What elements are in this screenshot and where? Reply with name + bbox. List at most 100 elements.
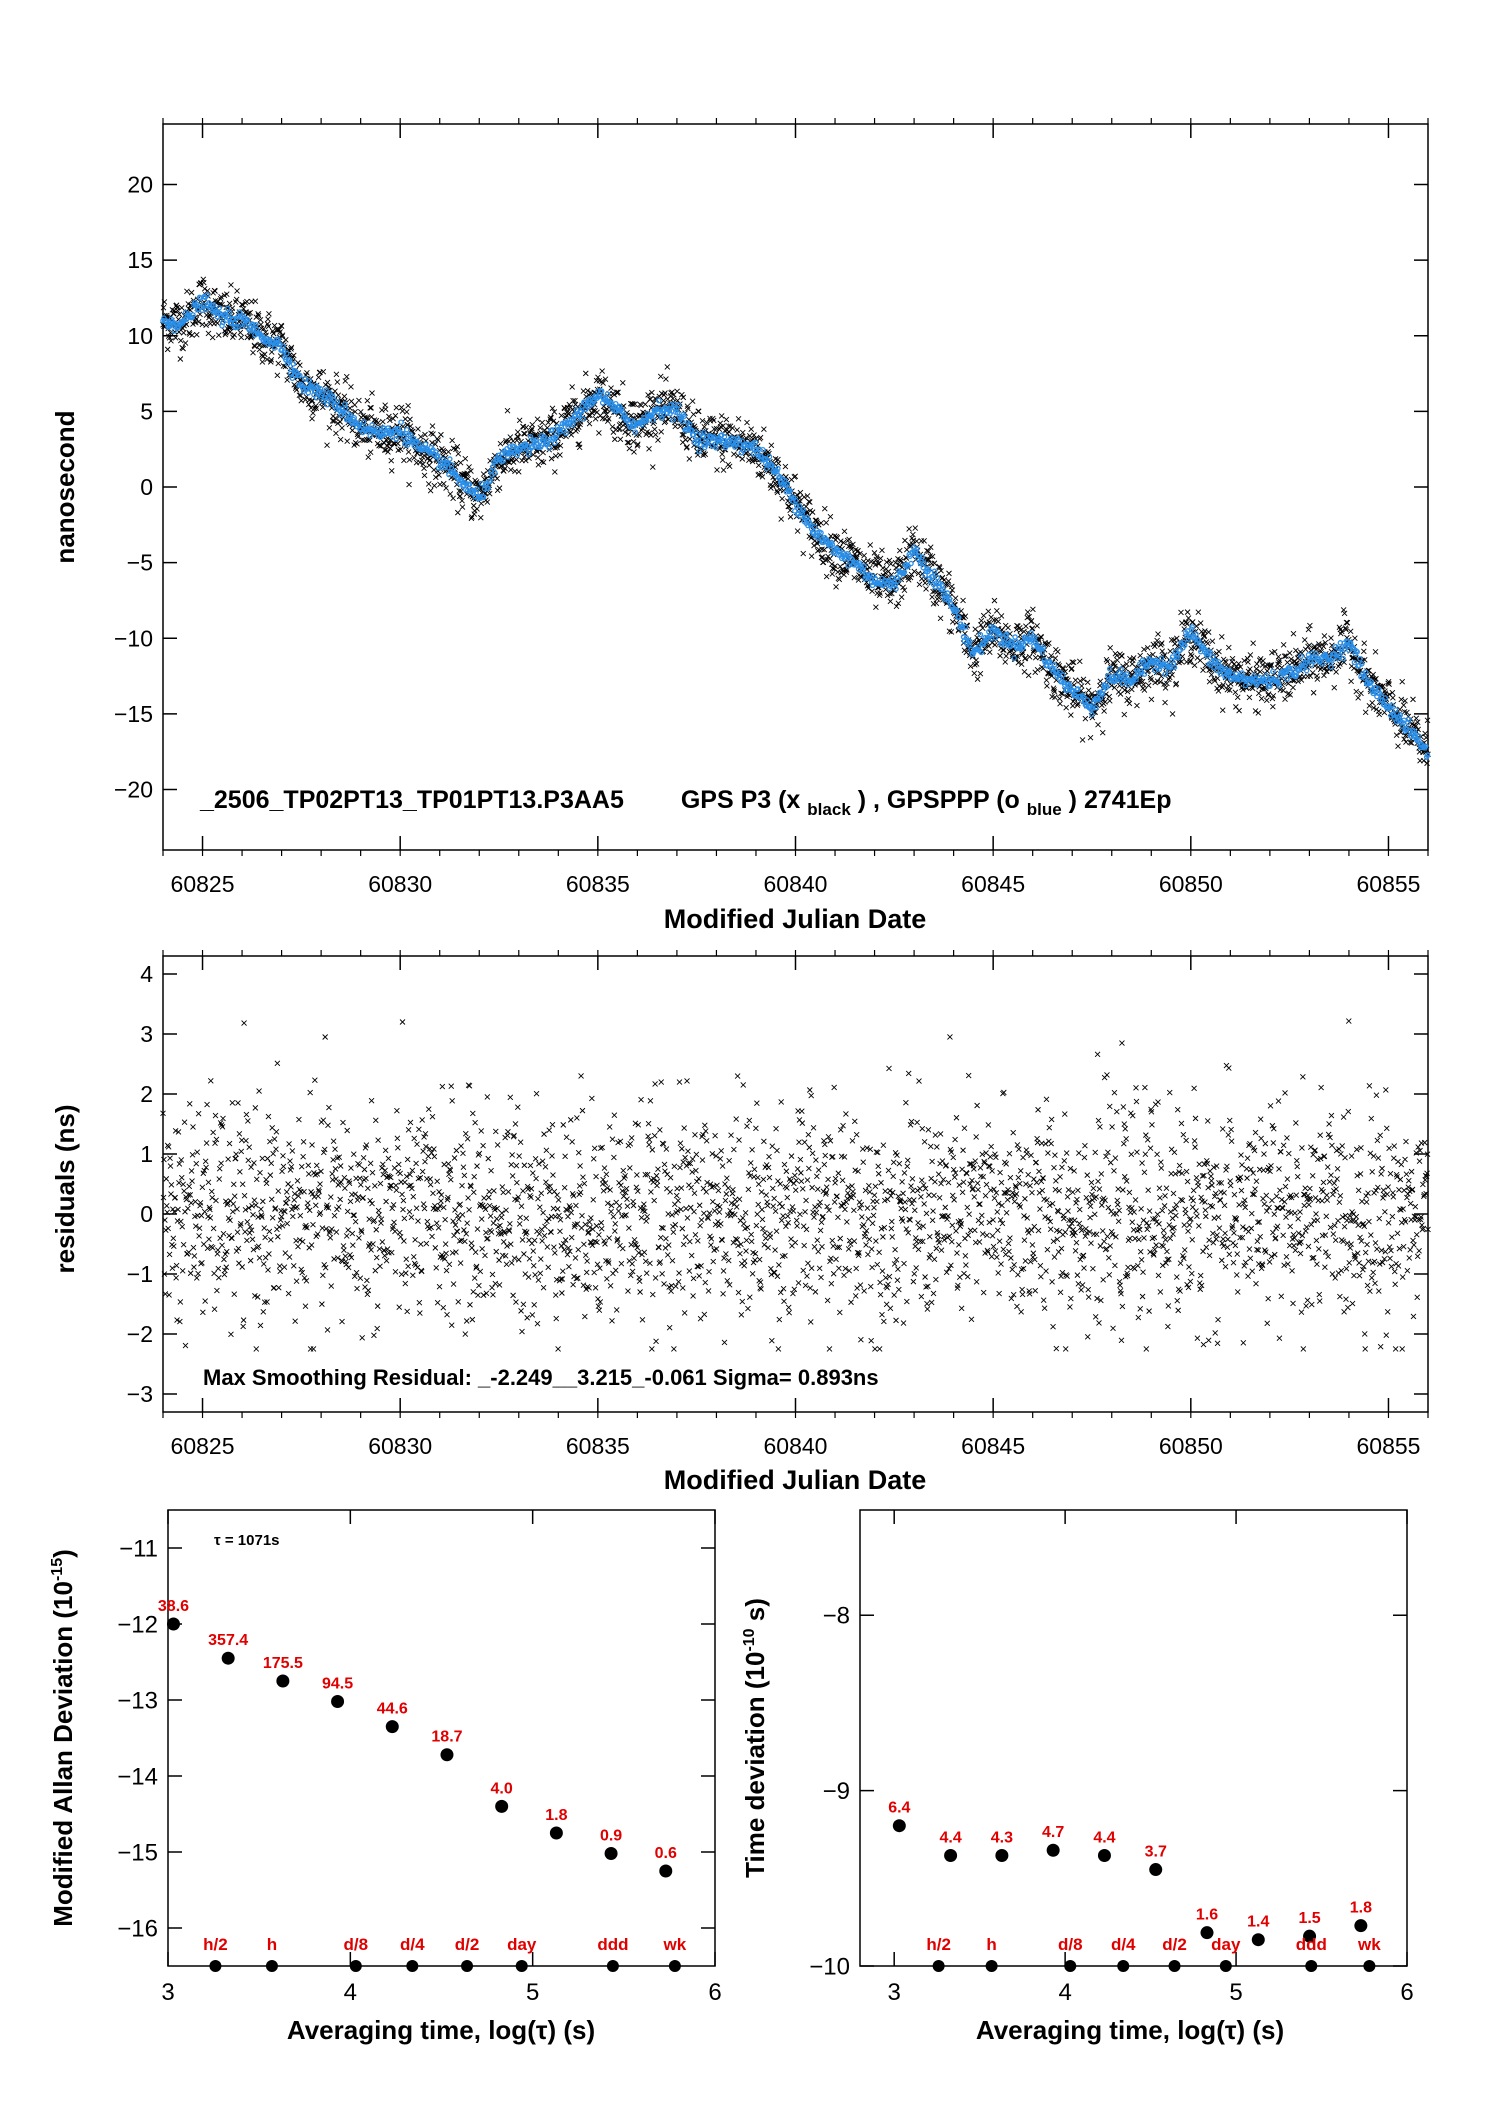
residual-point [435, 1224, 442, 1231]
residual-point [350, 1151, 357, 1158]
residual-point [427, 1176, 433, 1182]
gps-p3-point [1285, 680, 1292, 687]
annotation-end: ) 2741Ep [1069, 786, 1172, 814]
gps-p3-point [1173, 680, 1180, 687]
residual-point [489, 1271, 496, 1278]
gps-p3-point [1401, 736, 1407, 743]
run-name: _2506_TP02PT13_TP01PT13.P3AA5 [199, 786, 624, 814]
residual-point [342, 1253, 349, 1260]
gpsppp-point [549, 427, 555, 433]
gps-p3-point [774, 487, 780, 494]
gps-p3-point [686, 436, 693, 442]
residual-point [388, 1249, 395, 1256]
residual-point [460, 1164, 467, 1171]
gps-p3-point [238, 301, 245, 308]
gps-p3-point [385, 449, 391, 455]
gps-p3-point [1283, 653, 1289, 659]
residual-point [215, 1247, 221, 1253]
residual-point [168, 1181, 175, 1188]
gps-p3-point [552, 453, 559, 459]
gps-p3-point [879, 547, 885, 554]
gpsppp-point [343, 405, 349, 412]
gpsppp-point [288, 366, 295, 373]
residual-point [333, 1229, 340, 1235]
gps-p3-point [875, 560, 882, 567]
x-tick-label: 60850 [1159, 871, 1223, 897]
residual-point [400, 1206, 406, 1213]
gps-p3-point [453, 446, 459, 453]
residual-point [375, 1137, 381, 1143]
residual-point [230, 1201, 237, 1207]
residual-point [359, 1334, 366, 1341]
gps-p3-point [794, 528, 801, 534]
gpsppp-point [271, 345, 278, 351]
gps-p3-point [209, 334, 216, 341]
residual-point [445, 1160, 452, 1167]
gps-p3-point [245, 310, 252, 317]
gps-p3-point [215, 332, 222, 338]
gps-p3-point [632, 401, 638, 407]
gps-p3-point [1341, 610, 1348, 617]
gps-p3-point [946, 628, 953, 635]
gps-p3-point [1389, 689, 1396, 696]
residual-point [180, 1181, 186, 1188]
gps-p3-point [477, 514, 484, 521]
residual-point [233, 1248, 240, 1254]
gps-p3-point [1095, 721, 1101, 728]
gps-p3-point [418, 457, 425, 464]
residual-point [314, 1231, 321, 1237]
residual-point [195, 1270, 201, 1277]
residual-point [368, 1097, 375, 1104]
gps-p3-point [900, 584, 906, 591]
residual-point [415, 1218, 421, 1224]
gps-p3-point [869, 588, 875, 595]
residual-point [450, 1281, 457, 1287]
gps-p3-point [1056, 662, 1062, 669]
gps-p3-point [1234, 666, 1241, 672]
gps-p3-point [422, 431, 428, 438]
gps-p3-point [331, 418, 337, 424]
residual-point [440, 1304, 447, 1311]
gpsppp-point [301, 376, 308, 382]
gpsppp-point [324, 401, 330, 408]
gps-p3-point [1021, 669, 1028, 675]
gps-p3-point [1402, 697, 1408, 704]
residual-point [293, 1278, 300, 1285]
gps-p3-point [973, 661, 980, 667]
residual-point [350, 1242, 356, 1249]
gps-p3-point [1197, 620, 1204, 626]
gps-p3-point [1424, 760, 1430, 767]
gps-p3-point [398, 404, 405, 411]
gps-p3-point [552, 469, 558, 475]
gps-p3-point [528, 427, 535, 434]
residual-point [264, 1155, 271, 1162]
gps-p3-point [1372, 649, 1379, 655]
residual-point [230, 1208, 236, 1215]
residual-point [462, 1130, 469, 1137]
gps-p3-point [494, 475, 500, 482]
gps-p3-point [498, 463, 505, 470]
gps-p3-point [995, 618, 1002, 625]
gps-p3-point [1017, 627, 1024, 634]
residual-point [397, 1233, 404, 1240]
residual-point [193, 1275, 200, 1281]
gps-p3-point [739, 429, 746, 436]
gpsppp-point [1003, 631, 1010, 638]
gps-p3-point [1202, 628, 1208, 634]
gps-p3-point [1034, 622, 1040, 629]
gps-p3-point [431, 466, 437, 473]
gps-p3-point [873, 554, 880, 560]
gps-p3-point [1311, 643, 1318, 650]
gps-p3-point [304, 369, 310, 376]
residual-point [228, 1331, 234, 1338]
gpsppp-point [193, 301, 200, 307]
residual-point [229, 1099, 236, 1106]
residual-point [185, 1249, 192, 1256]
phase-plot-annotation: _2506_TP02PT13_TP01PT13.P3AA5 GPS P3 (x … [199, 786, 1172, 821]
gps-p3-point [655, 437, 661, 443]
gps-p3-point [1005, 624, 1011, 631]
residual-point [241, 1020, 247, 1026]
gps-p3-point [428, 430, 434, 437]
gps-p3-point [212, 288, 218, 294]
gps-p3-point [333, 430, 339, 437]
